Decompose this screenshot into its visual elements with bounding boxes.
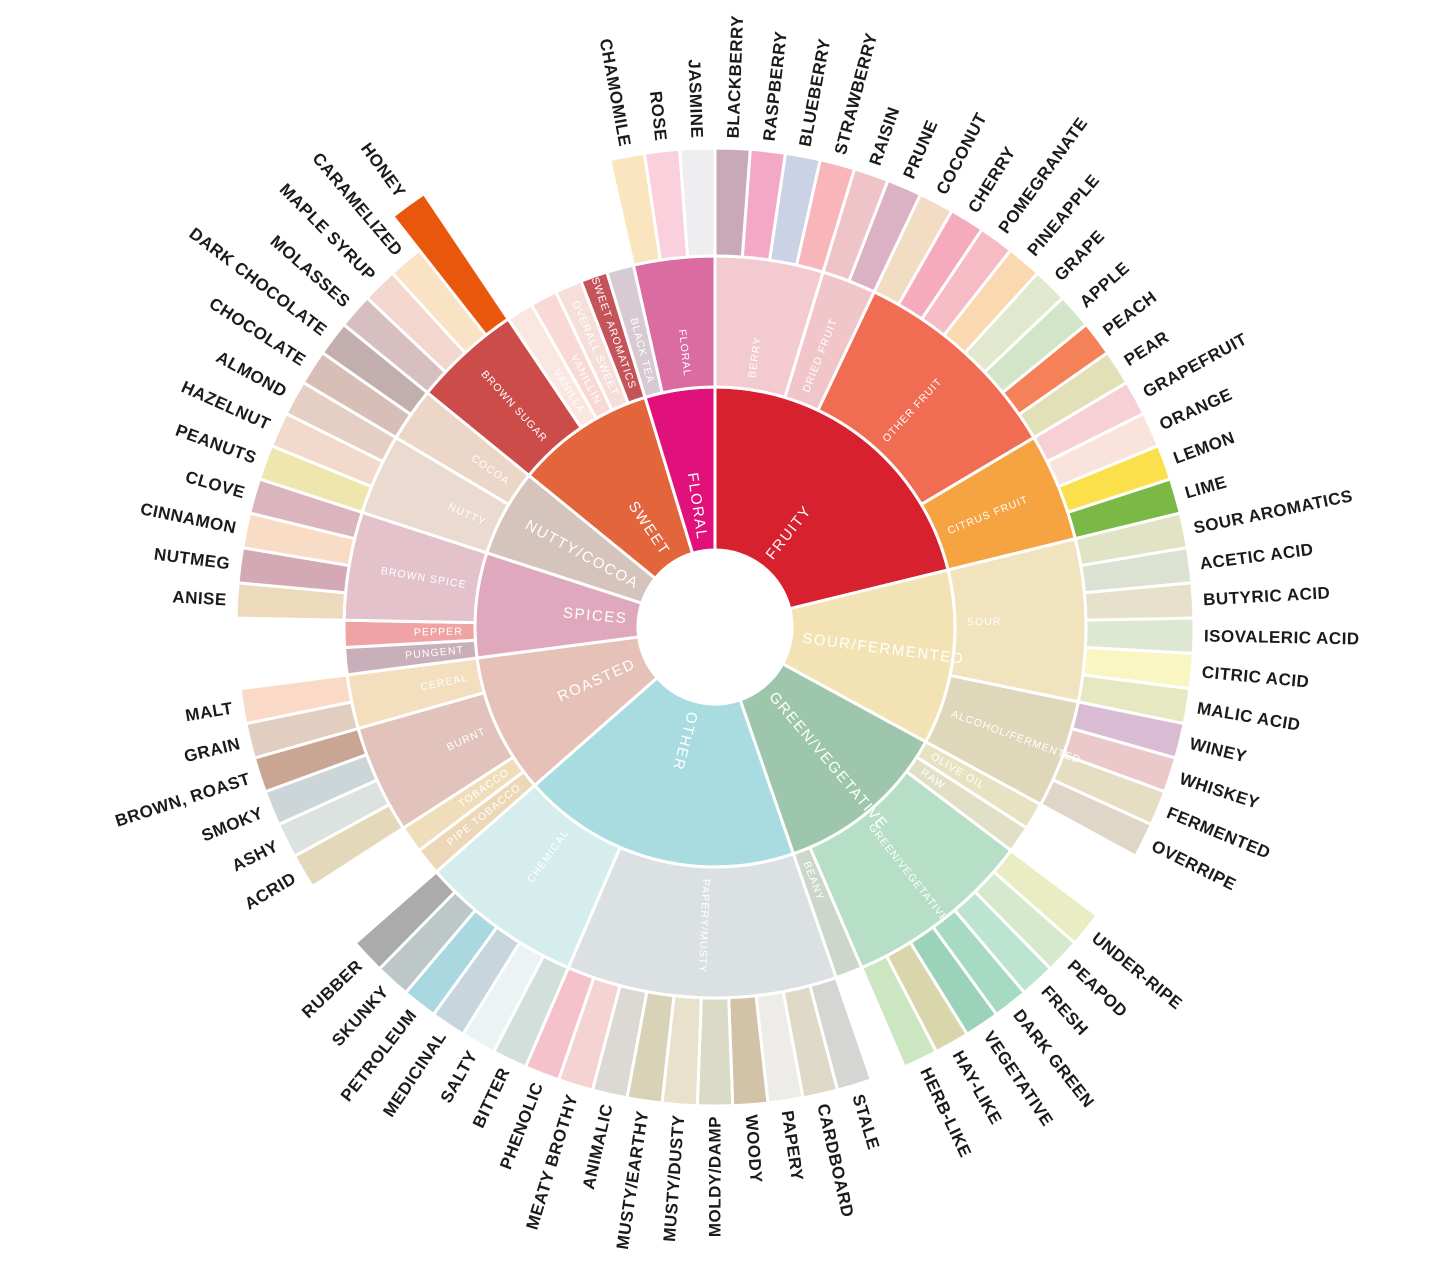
leaf-label-raspberry: RASPBERRY — [760, 30, 791, 142]
subcategory-label-papery-musty: PAPERY/MUSTY — [696, 879, 711, 974]
leaf-label-lime: LIME — [1183, 472, 1229, 502]
leaf-label-musty-earthy: MUSTY/EARTHY — [613, 1109, 652, 1251]
leaf-label-malt: MALT — [184, 699, 235, 726]
leaf-label-grain: GRAIN — [182, 734, 242, 766]
leaf-label-citric-acid: CITRIC ACID — [1201, 663, 1310, 692]
leaf-label-peach: PEACH — [1099, 287, 1160, 340]
leaf-label-chamomile: CHAMOMILE — [596, 37, 635, 148]
leaf-jasmine[interactable] — [678, 146, 717, 259]
leaf-label-cinnamon: CINNAMON — [139, 499, 238, 537]
leaf-label-malic-acid: MALIC ACID — [1196, 699, 1302, 735]
leaf-label-cardboard: CARDBOARD — [813, 1102, 857, 1219]
leaf-label-blackberry: BLACKBERRY — [724, 15, 748, 139]
leaf-label-whiskey: WHISKEY — [1177, 769, 1262, 813]
leaf-label-bitter: BITTER — [469, 1065, 514, 1131]
leaf-label-jasmine: JASMINE — [684, 59, 706, 139]
leaf-label-anise: ANISE — [172, 587, 227, 609]
leaf-label-animalic: ANIMALIC — [579, 1102, 617, 1191]
leaf-label-honey: HONEY — [357, 139, 409, 201]
leaf-label-acetic-acid: ACETIC ACID — [1199, 540, 1315, 574]
leaf-label-prune: PRUNE — [900, 117, 942, 181]
category-label-spices: SPICES — [562, 604, 628, 627]
leaf-label-papery: PAPERY — [778, 1109, 807, 1182]
leaf-label-peanuts: PEANUTS — [173, 421, 259, 468]
leaf-label-winey: WINEY — [1188, 734, 1249, 766]
leaf-label-orange: ORANGE — [1157, 385, 1236, 434]
subcategory-label-pepper: PEPPER — [414, 626, 463, 639]
leaf-label-moldy-damp: MOLDY/DAMP — [706, 1116, 725, 1237]
leaf-label-isovaleric-acid: ISOVALERIC ACID — [1204, 627, 1360, 649]
leaf-label-butyric-acid: BUTYRIC ACID — [1203, 583, 1331, 609]
subcategory-label-floral: FLORAL — [676, 329, 693, 377]
leaf-label-nutmeg: NUTMEG — [153, 545, 231, 574]
leaf-label-blueberry: BLUEBERRY — [796, 37, 835, 148]
sunburst-segments — [234, 146, 1196, 1108]
leaf-label-stale: STALE — [848, 1092, 883, 1152]
leaf-label-pomegranate: POMEGRANATE — [995, 114, 1092, 237]
leaf-label-apple: APPLE — [1076, 258, 1133, 311]
leaf-label-fresh: FRESH — [1037, 982, 1092, 1039]
leaf-label-pear: PEAR — [1121, 327, 1173, 370]
subcategory-label-pungent: PUNGENT — [405, 644, 465, 661]
leaf-label-lemon: LEMON — [1171, 428, 1238, 468]
leaf-label-woody: WOODY — [742, 1114, 766, 1184]
leaf-label-salty: SALTY — [437, 1047, 482, 1106]
leaf-label-maple-syrup: MAPLE SYRUP — [276, 180, 379, 285]
leaf-label-clove: CLOVE — [183, 467, 247, 502]
leaf-label-raisin: RAISIN — [866, 104, 904, 168]
leaf-label-acrid: ACRID — [241, 869, 299, 914]
leaf-moldy-damp[interactable] — [695, 996, 735, 1108]
leaf-label-rose: ROSE — [646, 90, 670, 142]
leaf-label-musty-dusty: MUSTY/DUSTY — [660, 1114, 688, 1243]
leaf-label-smoky: SMOKY — [199, 803, 266, 845]
subcategory-label-sour: SOUR — [967, 616, 1002, 629]
leaf-label-ashy: ASHY — [229, 836, 282, 875]
